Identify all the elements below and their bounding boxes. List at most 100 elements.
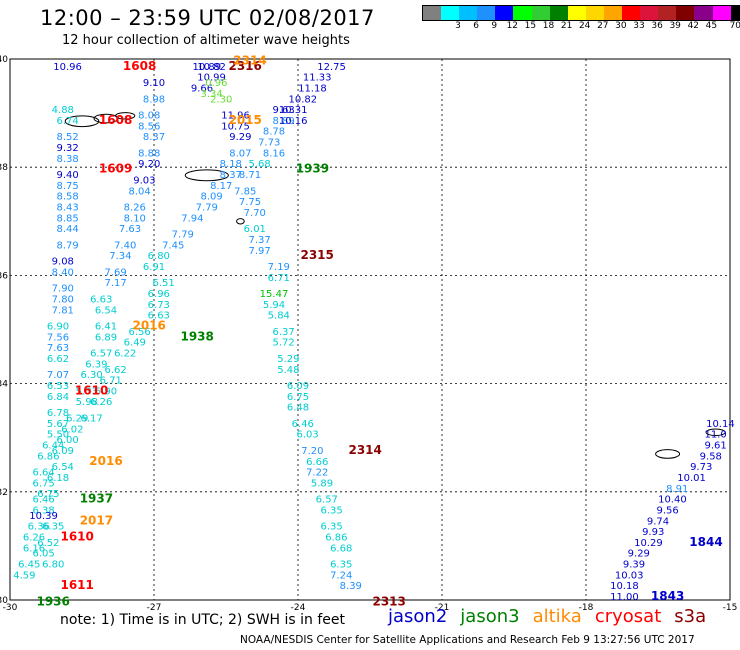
wave-height-value: 9.39 (623, 560, 645, 571)
wave-height-value: 11.0 (704, 430, 726, 441)
wave-height-value: 7.85 (234, 186, 256, 197)
color-scale-label: 18 (542, 21, 555, 31)
wave-height-value: 6.26 (90, 397, 112, 408)
wave-height-value: 10.40 (658, 495, 687, 506)
wave-height-value: 9.40 (56, 170, 78, 181)
wave-height-value: 6.53 (47, 381, 69, 392)
color-scale-bar (422, 5, 740, 21)
wave-height-value: 6.16 (23, 543, 45, 554)
pass-time-label: 2314 (348, 443, 381, 457)
wave-height-value: 5.89 (311, 478, 333, 489)
wave-height-value: 7.19 (268, 262, 290, 273)
wave-height-value: 6.39 (85, 359, 107, 370)
footer-note: note: 1) Time is in UTC; 2) SWH is in fe… (60, 612, 346, 628)
y-tick-label: 38 (0, 163, 8, 173)
wave-height-value: 6.84 (47, 392, 69, 403)
wave-height-value: 6.51 (152, 278, 174, 289)
x-tick-label: -27 (147, 603, 162, 613)
wave-height-value: 9.73 (690, 462, 712, 473)
island-outline (184, 169, 229, 182)
color-swatch (712, 6, 731, 20)
wave-height-value: 8.08 (138, 111, 160, 122)
wave-height-value: 5.67 (47, 419, 69, 430)
wave-height-value: 8.71 (239, 170, 261, 181)
island-outline (655, 449, 681, 459)
wave-height-value: 8.58 (56, 192, 78, 203)
wave-height-value: 6.57 (316, 495, 338, 506)
wave-height-value: 10.99 (197, 73, 226, 84)
wave-height-value: 6.41 (95, 322, 117, 333)
wave-height-value: 5.72 (272, 338, 294, 349)
island-outline (64, 115, 100, 128)
wave-height-value: 7.73 (258, 138, 280, 149)
pass-time-label: 1843 (651, 589, 684, 603)
wave-height-value: 6.30 (80, 370, 102, 381)
wave-height-value: 6.35 (42, 522, 64, 533)
wave-height-value: 10.14 (706, 419, 735, 430)
color-swatch (423, 6, 442, 20)
pass-time-label: 2016 (89, 454, 122, 468)
y-tick-label: 40 (0, 55, 8, 65)
wave-height-value: 10.39 (29, 511, 58, 522)
credit-line: NOAA/NESDIS Center for Satellite Applica… (240, 634, 695, 646)
color-scale-label: 6 (473, 21, 479, 31)
wave-height-value: 5.29 (277, 354, 299, 365)
island-outline (236, 218, 245, 225)
color-swatch (441, 6, 460, 20)
wave-height-value: 7.24 (330, 570, 352, 581)
pass-time-label: 1939 (296, 162, 329, 176)
wave-height-value: 8.37 (220, 170, 242, 181)
wave-height-value: 5.33 (76, 386, 98, 397)
wave-height-value: 4.88 (52, 105, 74, 116)
wave-height-value: 2.30 (210, 94, 232, 105)
wave-height-value: 8.79 (56, 240, 78, 251)
wave-height-value: 9.20 (138, 159, 160, 170)
wave-height-value: 12.75 (317, 62, 346, 73)
wave-height-value: 8.98 (143, 94, 165, 105)
wave-height-value: 5.94 (263, 300, 285, 311)
wave-height-value: 10.01 (677, 473, 706, 484)
wave-height-value: 7.17 (104, 278, 126, 289)
color-swatch (477, 6, 496, 20)
pass-time-label: 1609 (99, 162, 132, 176)
wave-height-value: 9.10 (143, 78, 165, 89)
wave-height-value: 9.58 (700, 451, 722, 462)
color-swatch (622, 6, 641, 20)
y-tick-label: 34 (0, 380, 8, 390)
wave-height-value: 6.36 (28, 522, 50, 533)
wave-height-value: 9.32 (56, 143, 78, 154)
wave-height-value: 7.56 (47, 332, 69, 343)
wave-height-value: 8.37 (143, 132, 165, 143)
wave-height-value: 7.63 (47, 343, 69, 354)
color-scale-label: 36 (651, 21, 663, 31)
wave-height-value: 9.93 (642, 527, 664, 538)
color-scale-label: 24 (578, 21, 591, 31)
wave-height-value: 6.75 (32, 478, 54, 489)
wave-height-value: 9.29 (628, 549, 650, 560)
color-scale-label: 27 (597, 21, 609, 31)
wave-height-value: 9.56 (656, 505, 678, 516)
color-swatch (567, 6, 586, 20)
color-swatch (531, 6, 550, 20)
color-swatch (513, 6, 532, 20)
wave-height-value: 6.96 (148, 289, 170, 300)
pass-time-label: 1611 (60, 578, 93, 592)
pass-time-label: 2017 (80, 513, 113, 527)
wave-height-value: 6.45 (18, 560, 40, 571)
wave-height-value: 8.43 (56, 202, 78, 213)
pass-time-label: 2314 (233, 53, 266, 67)
wave-height-value: 6.75 (287, 392, 309, 403)
wave-height-value: 8.52 (56, 132, 78, 143)
wave-height-value: 9.29 (229, 132, 251, 143)
pass-time-label: 1608 (99, 113, 132, 127)
wave-height-value: 6.38 (32, 505, 54, 516)
color-swatch (603, 6, 623, 20)
wave-height-value: 8.56 (138, 121, 160, 132)
wave-height-value: 9.63 (272, 105, 294, 116)
wave-height-value: 10.03 (615, 570, 644, 581)
wave-height-value: 6.35 (320, 522, 342, 533)
color-scale-label: 15 (524, 21, 537, 31)
wave-height-value: 6.18 (47, 473, 69, 484)
wave-height-value: 6.44 (42, 441, 64, 452)
